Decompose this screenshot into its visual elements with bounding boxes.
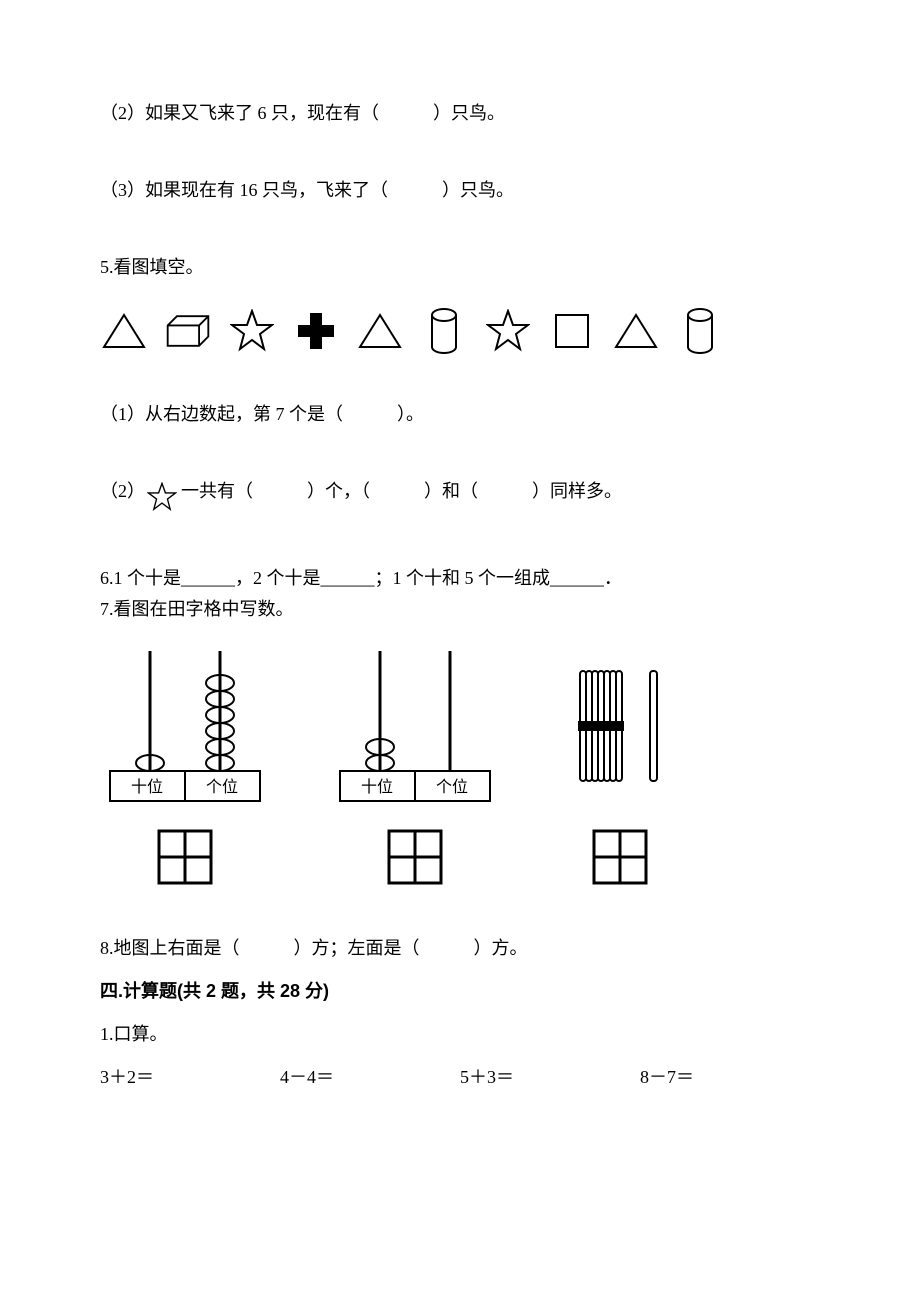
- abacus-unit-3: [560, 651, 680, 885]
- abacus-1-icon: 十位 个位: [100, 651, 270, 811]
- page-container: （2）如果又飞来了 6 只，现在有（ ）只鸟。 （3）如果现在有 16 只鸟，飞…: [0, 0, 920, 1302]
- star-icon: [484, 311, 532, 351]
- grid-box-icon: [592, 829, 648, 885]
- q5-part2-text: 一共有（ ）个，（ ）和（ ）同样多。: [181, 478, 622, 505]
- q4-part3: （3）如果现在有 16 只鸟，飞来了（ ）只鸟。: [100, 177, 820, 204]
- q4-part2: （2）如果又飞来了 6 只，现在有（ ）只鸟。: [100, 100, 820, 127]
- calc-row: 3＋2＝ 4－4＝ 5＋3＝ 8－7＝: [100, 1064, 820, 1091]
- triangle-icon: [356, 311, 404, 351]
- calc-b: 4－4＝: [280, 1064, 460, 1091]
- calc-d: 8－7＝: [640, 1064, 820, 1091]
- q8-text: 8.地图上右面是（ ）方；左面是（ ）方。: [100, 935, 820, 962]
- svg-text:个位: 个位: [206, 778, 238, 796]
- star-icon: [147, 482, 177, 520]
- q5-part1: （1）从右边数起，第 7 个是（ ）。: [100, 401, 820, 428]
- abacus-unit-2: 十位 个位: [330, 651, 500, 885]
- svg-text:十位: 十位: [131, 778, 163, 796]
- abacus-row: 十位 个位 十位 个位: [100, 651, 820, 885]
- calc-title: 1.口算。: [100, 1021, 820, 1048]
- triangle-icon: [612, 311, 660, 351]
- grid-box-icon: [387, 829, 443, 885]
- svg-text:十位: 十位: [361, 778, 393, 796]
- cuboid-icon: [164, 311, 212, 351]
- q5-title: 5.看图填空。: [100, 254, 820, 281]
- square-icon: [548, 311, 596, 351]
- q5-part2-prefix: （2）: [100, 478, 145, 505]
- abacus-unit-1: 十位 个位: [100, 651, 270, 885]
- triangle-icon: [100, 311, 148, 351]
- shapes-row: [100, 311, 820, 351]
- grid-box-icon: [157, 829, 213, 885]
- calc-a: 3＋2＝: [100, 1064, 280, 1091]
- cylinder-icon: [676, 311, 724, 351]
- cross-icon: [292, 311, 340, 351]
- calc-c: 5＋3＝: [460, 1064, 640, 1091]
- q5-part2: （2） 一共有（ ）个，（ ）和（ ）同样多。: [100, 478, 820, 520]
- svg-text:个位: 个位: [436, 778, 468, 796]
- star-icon: [228, 311, 276, 351]
- abacus-2-icon: 十位 个位: [330, 651, 500, 811]
- q7-text: 7.看图在田字格中写数。: [100, 596, 820, 623]
- sticks-icon: [560, 651, 680, 811]
- cylinder-icon: [420, 311, 468, 351]
- q6-text: 6.1 个十是______，2 个十是______；1 个十和 5 个一组成__…: [100, 565, 820, 592]
- section4-heading: 四.计算题(共 2 题，共 28 分): [100, 978, 820, 1005]
